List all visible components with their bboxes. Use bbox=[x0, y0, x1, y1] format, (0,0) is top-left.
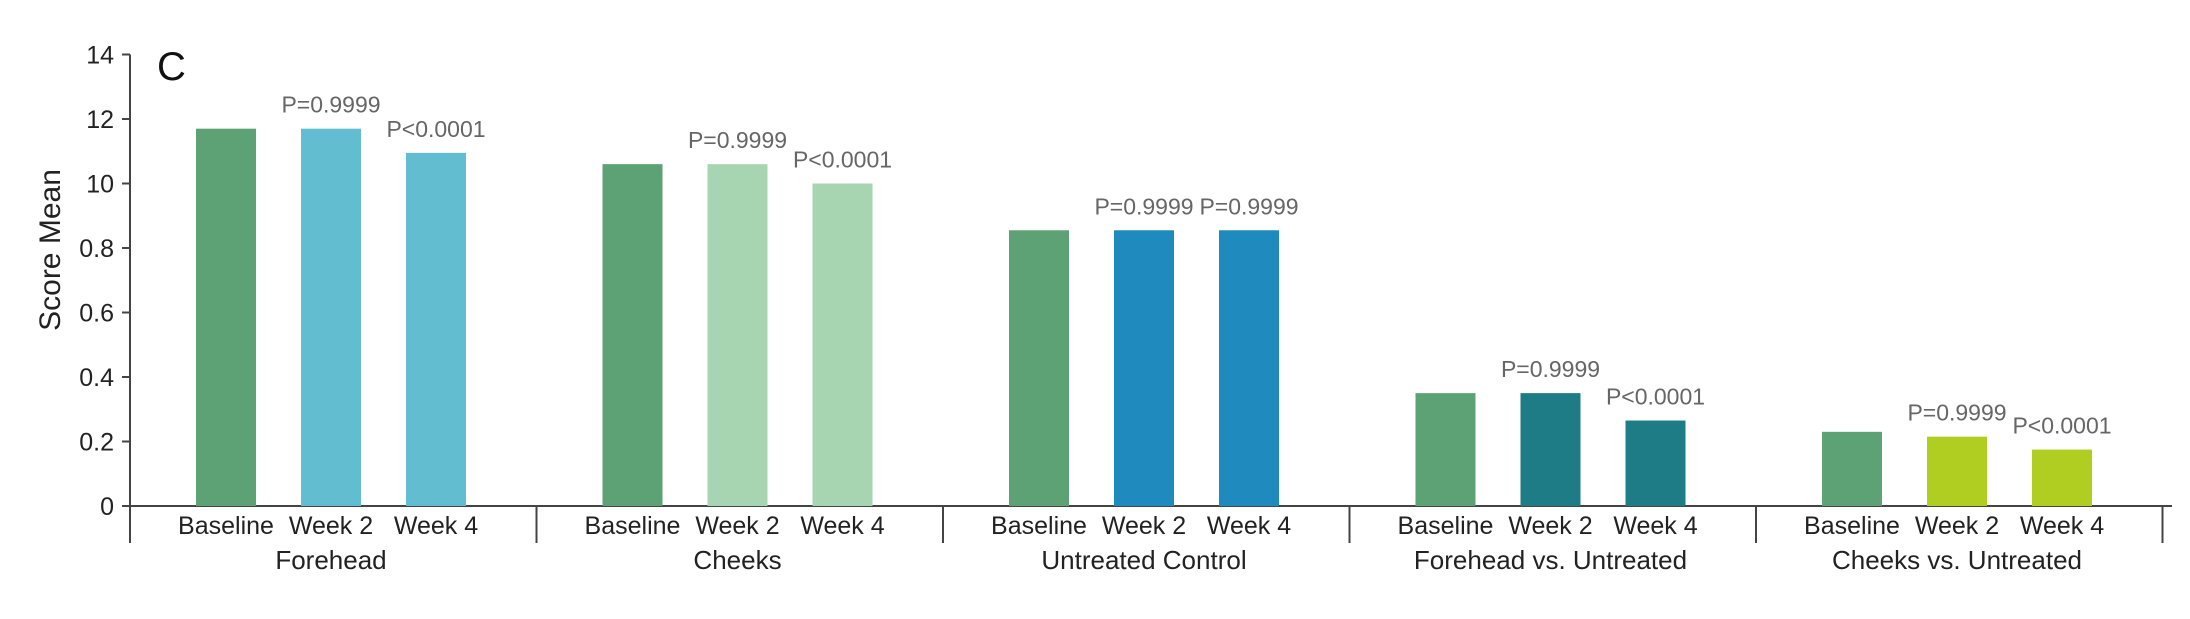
y-tick-label: 0.6 bbox=[79, 300, 114, 328]
x-tick-label: Week 4 bbox=[2020, 512, 2104, 540]
x-tick-label: Week 4 bbox=[1207, 512, 1291, 540]
y-tick-label: 10 bbox=[86, 171, 114, 199]
y-tick-label: 0.4 bbox=[79, 364, 114, 392]
group-label: Untreated Control bbox=[1041, 545, 1246, 575]
p-value-label: P=0.9999 bbox=[1094, 193, 1193, 219]
x-tick-label: Week 2 bbox=[695, 512, 779, 540]
y-tick-label: 12 bbox=[86, 106, 114, 134]
p-value-label: P<0.0001 bbox=[2012, 413, 2111, 439]
x-tick-label: Week 4 bbox=[394, 512, 478, 540]
bar bbox=[1415, 393, 1476, 506]
x-tick-label: Week 2 bbox=[1508, 512, 1592, 540]
x-tick-label: Baseline bbox=[1804, 512, 1900, 540]
p-value-label: P=0.9999 bbox=[1199, 193, 1298, 219]
bar bbox=[602, 164, 663, 506]
p-value-label: P=0.9999 bbox=[1501, 356, 1600, 382]
y-tick-label: 0.8 bbox=[79, 235, 114, 263]
x-tick-label: Baseline bbox=[991, 512, 1087, 540]
group-label: Forehead vs. Untreated bbox=[1414, 545, 1687, 575]
bar bbox=[1927, 436, 1987, 506]
p-value-label: P=0.9999 bbox=[688, 127, 787, 153]
group-label: Forehead bbox=[275, 545, 386, 575]
bar bbox=[1009, 230, 1069, 506]
group-label: Cheeks bbox=[693, 545, 781, 575]
bar bbox=[707, 164, 768, 506]
x-tick-label: Baseline bbox=[178, 512, 274, 540]
bar bbox=[1822, 431, 1882, 506]
group-label: Cheeks vs. Untreated bbox=[1832, 545, 2082, 575]
p-value-label: P=0.9999 bbox=[1907, 400, 2006, 426]
x-tick-label: Baseline bbox=[1398, 512, 1494, 540]
bar bbox=[1625, 420, 1686, 506]
bar bbox=[812, 183, 873, 506]
panel-letter: C bbox=[157, 45, 186, 89]
p-value-label: P=0.9999 bbox=[281, 92, 380, 118]
bar bbox=[1114, 230, 1174, 506]
x-tick-label: Week 2 bbox=[1915, 512, 1999, 540]
bar bbox=[406, 152, 466, 507]
y-tick-label: 14 bbox=[86, 42, 114, 70]
x-tick-label: Week 4 bbox=[1613, 512, 1697, 540]
bar bbox=[2032, 449, 2092, 506]
bars: Baseline Week 2 P=0.9999 Week 4 P<0.0001 Fore… bbox=[178, 92, 2112, 575]
y-tick-label: 0.2 bbox=[79, 429, 114, 457]
p-value-label: P<0.0001 bbox=[386, 116, 485, 142]
x-tick-label: Week 2 bbox=[289, 512, 373, 540]
bar bbox=[1219, 230, 1279, 506]
bar bbox=[301, 128, 361, 507]
x-tick-label: Week 4 bbox=[800, 512, 884, 540]
bar bbox=[1520, 393, 1581, 506]
x-tick-label: Week 2 bbox=[1102, 512, 1186, 540]
bar bbox=[196, 128, 256, 507]
p-value-label: P<0.0001 bbox=[793, 147, 892, 173]
y-axis-label: Score Mean bbox=[34, 169, 67, 331]
p-value-label: P<0.0001 bbox=[1606, 384, 1705, 410]
x-tick-label: Baseline bbox=[585, 512, 681, 540]
y-tick-label: 0 bbox=[100, 493, 114, 521]
